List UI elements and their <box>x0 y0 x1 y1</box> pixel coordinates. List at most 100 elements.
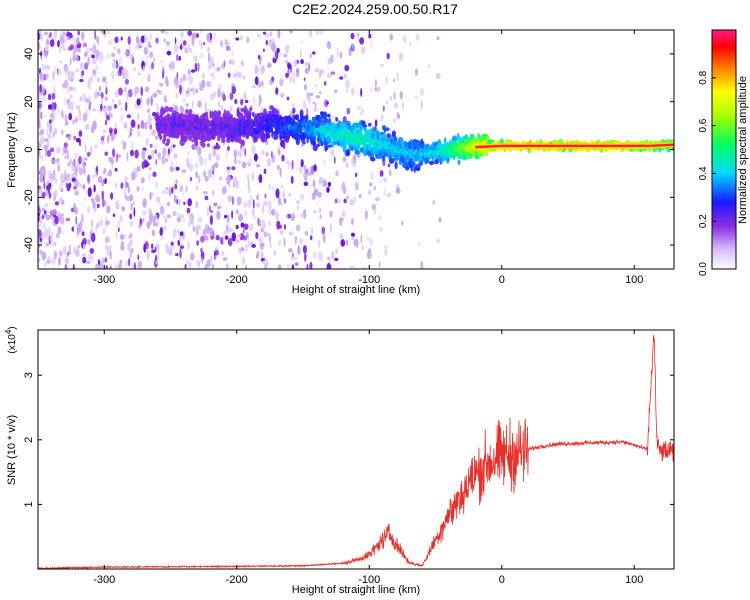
y-tick-label: 3 <box>23 372 35 378</box>
spectrogram-noise-cell <box>92 44 97 54</box>
spectrogram-noise-cell <box>204 195 209 201</box>
spectrogram-noise-cell <box>178 198 181 207</box>
spectrogram-noise-cell <box>54 102 57 110</box>
figure-title: C2E2.2024.259.00.50.R17 <box>292 1 458 17</box>
spectrogram-noise-cell <box>279 167 282 178</box>
spectrogram-noise-cell <box>295 67 300 78</box>
colorbar: 0.0 0.2 0.4 0.6 0.8 Normalized spectral ampl… <box>698 29 749 276</box>
spectrogram-noise-cell <box>100 99 103 104</box>
spectrogram-noise-cell <box>180 214 185 219</box>
spectrogram-ridge-cell <box>305 118 309 124</box>
spectrogram-noise-cell <box>177 217 181 223</box>
spectrogram-noise-cell <box>244 210 247 217</box>
spectrogram-noise-cell <box>235 180 240 190</box>
spectrogram-noise-cell <box>436 239 440 243</box>
spectrogram-noise-cell <box>287 264 290 268</box>
spectrogram-noise-cell <box>214 162 219 167</box>
spectrogram-noise-cell <box>335 170 339 177</box>
spectrogram-noise-cell <box>276 47 280 54</box>
spectrogram-noise-cell <box>81 253 87 257</box>
spectrogram-noise-cell <box>63 47 67 51</box>
spectrogram-noise-cell <box>49 147 55 153</box>
spectrogram-noise-cell <box>133 66 137 72</box>
colorbar-label: Normalized spectral amplitude <box>737 76 749 224</box>
spectrogram-noise-cell <box>83 96 87 103</box>
spectrogram-noise-cell <box>345 239 349 246</box>
spectrogram-noise-cell <box>41 154 43 162</box>
spectrogram-noise-cell <box>81 70 85 76</box>
spectrogram-noise-cell <box>258 174 263 184</box>
spectrogram-noise-cell <box>56 160 60 165</box>
spectrogram-noise-cell <box>383 177 387 183</box>
spectrogram-noise-cell <box>236 234 241 238</box>
spectrogram-noise-cell <box>140 177 145 184</box>
spectrogram-noise-cell <box>279 229 284 235</box>
x-tick-label: -300 <box>93 574 115 586</box>
spectrogram-noise-cell <box>101 92 104 99</box>
spectrogram-noise-cell <box>178 55 181 61</box>
spectrogram-noise-cell <box>336 48 339 59</box>
spectrogram-noise-cell <box>243 201 247 208</box>
spectrogram-noise-cell <box>133 207 136 217</box>
spectrogram-noise-cell <box>44 73 49 80</box>
spectrogram-noise-cell <box>38 185 41 189</box>
spectrogram-noise-cell <box>51 231 54 235</box>
spectrogram-noise-cell <box>163 38 166 43</box>
spectrogram-noise-cell <box>108 157 113 163</box>
spectrogram-noise-cell <box>67 176 71 183</box>
spectrogram-noise-cell <box>242 75 246 80</box>
spectrogram-noise-cell <box>151 61 155 70</box>
spectrogram-noise-cell <box>182 84 185 94</box>
spectrogram-noise-cell <box>312 251 317 259</box>
spectrogram-noise-cell <box>196 33 199 38</box>
spectrogram-ridge-cell <box>386 133 391 139</box>
spectrogram-noise-cell <box>289 76 292 84</box>
spectrogram-noise-cell <box>201 79 206 88</box>
spectrogram-noise-cell <box>240 60 244 67</box>
spectrogram-noise-cell <box>148 172 151 181</box>
spectrogram-noise-cell <box>92 200 96 209</box>
spectrogram-noise-cell <box>128 44 132 51</box>
spectrogram-noise-cell <box>228 59 232 65</box>
spectrogram-ridge-cell <box>194 139 199 147</box>
spectrogram-ridge-cell <box>240 112 244 117</box>
spectrogram-noise-cell <box>129 213 133 220</box>
spectrogram-noise-cell <box>201 72 205 80</box>
spectrogram-noise-cell <box>144 241 149 250</box>
spectrogram-noise-cell <box>334 198 338 204</box>
spectrogram-noise-cell <box>287 62 291 69</box>
spectrogram-noise-cell <box>188 163 194 172</box>
spectrogram-ridge-cell <box>443 137 447 144</box>
spectrogram-noise-cell <box>340 183 343 192</box>
spectrogram-noise-cell <box>353 239 358 247</box>
spectrogram-ridge-cell <box>229 114 234 118</box>
spectrogram-noise-cell <box>44 114 47 118</box>
spectrogram-noise-cell <box>346 89 349 93</box>
spectrogram-noise-cell <box>234 99 238 105</box>
spectrogram-noise-cell <box>182 219 186 223</box>
spectrogram-noise-cell <box>197 260 200 268</box>
spectrogram-ridge-cell <box>385 127 390 131</box>
spectrogram-noise-cell <box>308 62 310 72</box>
spectrogram-noise-cell <box>141 149 146 160</box>
spectrogram-noise-cell <box>67 173 70 178</box>
spectrogram-noise-cell <box>295 224 301 232</box>
spectrogram-noise-cell <box>209 227 213 237</box>
spectrogram-noise-cell <box>105 119 107 126</box>
spectrogram-noise-cell <box>38 189 43 194</box>
spectrogram-noise-cell <box>162 155 166 164</box>
spectrogram-noise-cell <box>126 243 132 252</box>
spectrogram-noise-cell <box>343 198 347 204</box>
spectrogram-noise-cell <box>169 145 173 153</box>
spectrogram-noise-cell <box>74 117 79 123</box>
spectrogram-noise-cell <box>279 78 284 87</box>
spectrogram-noise-cell <box>245 264 248 269</box>
spectrogram-ridge-cell <box>368 122 372 127</box>
spectrogram-noise-cell <box>152 171 157 178</box>
spectrogram-noise-cell <box>389 95 393 102</box>
spectrogram-noise-cell <box>184 264 187 269</box>
spectrogram-noise-cell <box>257 34 261 38</box>
spectrogram-noise-cell <box>68 244 72 253</box>
